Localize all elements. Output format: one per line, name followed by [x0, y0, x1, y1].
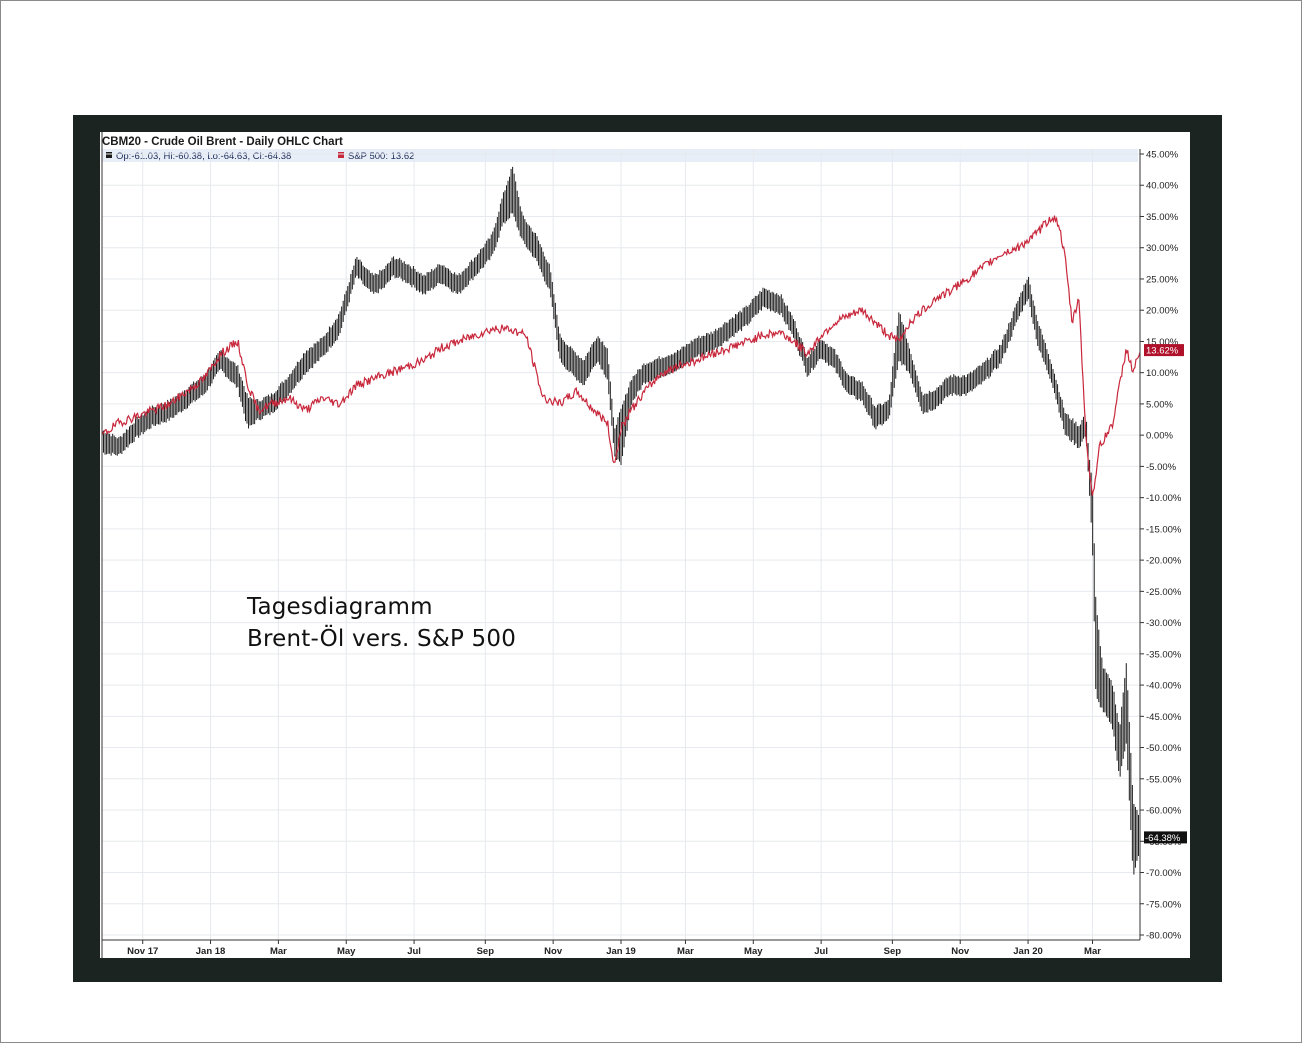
y-tick-label: -10.00% — [1146, 493, 1182, 504]
legend-swatch-brent — [106, 152, 112, 158]
y-tick-label: 45.00% — [1146, 150, 1179, 161]
x-axis-ticks: Nov 17 Jan 18 Mar May Jul Sep Nov Jan 19 Mar May J… — [127, 940, 1101, 957]
legend-band — [102, 149, 1138, 162]
legend-brent-ohlc: Op:-61.03, Hi:-60.38, Lo:-64.63, Cl:-64.… — [116, 151, 291, 162]
x-tick-label: Nov 17 — [127, 946, 158, 957]
y-tick-label: 20.00% — [1146, 306, 1179, 317]
y-tick-label: -50.00% — [1146, 743, 1182, 754]
x-tick-label: Jul — [814, 946, 828, 957]
x-tick-label: Jan 19 — [606, 946, 636, 957]
legend-sp500: S&P 500: 13.62 — [348, 151, 414, 162]
y-tick-label: -55.00% — [1146, 774, 1182, 785]
y-tick-label: -5.00% — [1146, 462, 1177, 473]
brent-ohlc-series — [101, 166, 1141, 875]
x-tick-label: Jan 18 — [196, 946, 226, 957]
x-tick-label: May — [744, 946, 763, 957]
y-tick-label: -45.00% — [1146, 712, 1182, 723]
y-tick-label: -30.00% — [1146, 618, 1182, 629]
chart-background — [100, 132, 1190, 958]
y-tick-label: -75.00% — [1146, 899, 1182, 910]
y-tick-label: 5.00% — [1146, 399, 1173, 410]
y-tick-label: 30.00% — [1146, 243, 1179, 254]
chart-title: CBM20 - Crude Oil Brent - Daily OHLC Cha… — [102, 136, 343, 148]
x-tick-label: May — [337, 946, 356, 957]
y-tick-label: 15.00% — [1146, 337, 1179, 348]
y-tick-label: -80.00% — [1146, 931, 1182, 942]
chart-panel: CBM20 - Crude Oil Brent - Daily OHLC Cha… — [100, 132, 1190, 958]
sp500-last-value: 13.62% — [1146, 346, 1179, 357]
chart-svg: CBM20 - Crude Oil Brent - Daily OHLC Cha… — [100, 132, 1190, 958]
chart-annotation: Tagesdiagramm Brent-Öl vers. S&P 500 — [247, 591, 516, 655]
annotation-line-1: Tagesdiagramm — [247, 594, 433, 620]
annotation-line-2: Brent-Öl vers. S&P 500 — [247, 626, 517, 652]
x-tick-label: Mar — [270, 946, 287, 957]
y-tick-label: -20.00% — [1146, 556, 1182, 567]
y-tick-label: 35.00% — [1146, 212, 1179, 223]
y-tick-label: 10.00% — [1146, 368, 1179, 379]
x-tick-label: Nov — [951, 946, 970, 957]
x-tick-label: Sep — [477, 946, 495, 957]
x-tick-label: Mar — [677, 946, 694, 957]
y-tick-label: -60.00% — [1146, 806, 1182, 817]
x-tick-label: Sep — [884, 946, 902, 957]
x-tick-label: Jul — [407, 946, 421, 957]
y-tick-label: 0.00% — [1146, 431, 1173, 442]
x-tick-label: Jan 20 — [1013, 946, 1043, 957]
sp500-last-value-box — [1144, 344, 1184, 357]
x-tick-label: Nov — [544, 946, 563, 957]
legend-swatch-sp500 — [338, 152, 344, 158]
brent-last-value-box — [1144, 831, 1187, 844]
brent-last-value-tag: -64.38% — [1144, 831, 1187, 844]
y-tick-label: -15.00% — [1146, 524, 1182, 535]
y-tick-label: -40.00% — [1146, 681, 1182, 692]
brent-last-value: -64.38% — [1145, 833, 1181, 844]
y-tick-label: -35.00% — [1146, 649, 1182, 660]
sp500-series-line — [101, 215, 1141, 496]
y-tick-label: -70.00% — [1146, 868, 1182, 879]
x-tick-label: Mar — [1084, 946, 1101, 957]
y-tick-label: -25.00% — [1146, 587, 1182, 598]
y-tick-label: 40.00% — [1146, 181, 1179, 192]
y-tick-label: 25.00% — [1146, 274, 1179, 285]
sp500-last-value-tag: 13.62% — [1144, 344, 1184, 357]
